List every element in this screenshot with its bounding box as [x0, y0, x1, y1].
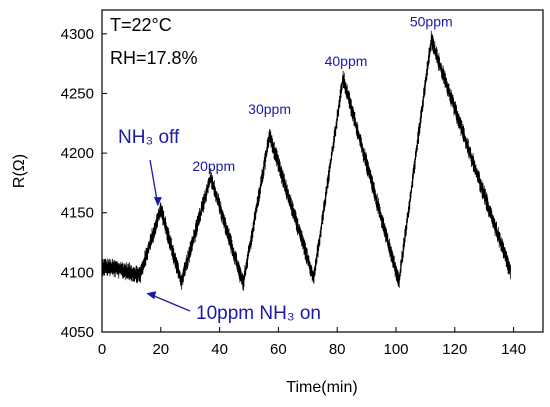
x-axis-label: Time(min): [286, 379, 357, 396]
humidity-label: RH=17.8%: [110, 48, 198, 68]
tick-group: 0 20 40 60 80 100 120 140 4050 4100 4150 4200 4250 43…: [61, 26, 526, 358]
nh3-off-arrowhead: [153, 197, 162, 207]
x-tick-label: 40: [211, 341, 228, 358]
plot-frame: [101, 9, 544, 333]
nh3-on-label: 10ppm NH₃ on: [196, 303, 321, 324]
y-tick-label: 4300: [61, 26, 94, 43]
nh3-off-label: NH₃ off: [118, 127, 180, 148]
nh3-on-arrowhead: [146, 291, 157, 300]
y-axis-label: R(Ω): [11, 154, 28, 188]
x-tick-label: 120: [442, 341, 467, 358]
concentration-label: 20ppm: [192, 158, 235, 174]
x-tick-label: 60: [270, 341, 287, 358]
x-tick-label: 140: [501, 341, 526, 358]
x-tick-label: 20: [152, 341, 169, 358]
y-tick-label: 4200: [61, 145, 94, 162]
y-tick-label: 4150: [61, 205, 94, 222]
resistance-series-line: [101, 30, 512, 292]
annotation-group: 20ppm 30ppm 40ppm 50ppm NH₃ off 10ppm NH₃ on: [118, 14, 453, 324]
concentration-label: 50ppm: [410, 14, 453, 30]
temperature-label: T=22°C: [110, 15, 172, 35]
nh3-on-arrow: [151, 294, 191, 312]
x-tick-label: 100: [383, 341, 408, 358]
x-tick-label: 80: [329, 341, 346, 358]
plot-area: [101, 30, 512, 292]
y-tick-label: 4050: [61, 324, 94, 341]
y-tick-label: 4100: [61, 264, 94, 281]
concentration-label: 30ppm: [248, 101, 291, 117]
x-tick-label: 0: [98, 341, 106, 358]
y-tick-label: 4250: [61, 85, 94, 102]
concentration-label: 40ppm: [325, 53, 368, 69]
